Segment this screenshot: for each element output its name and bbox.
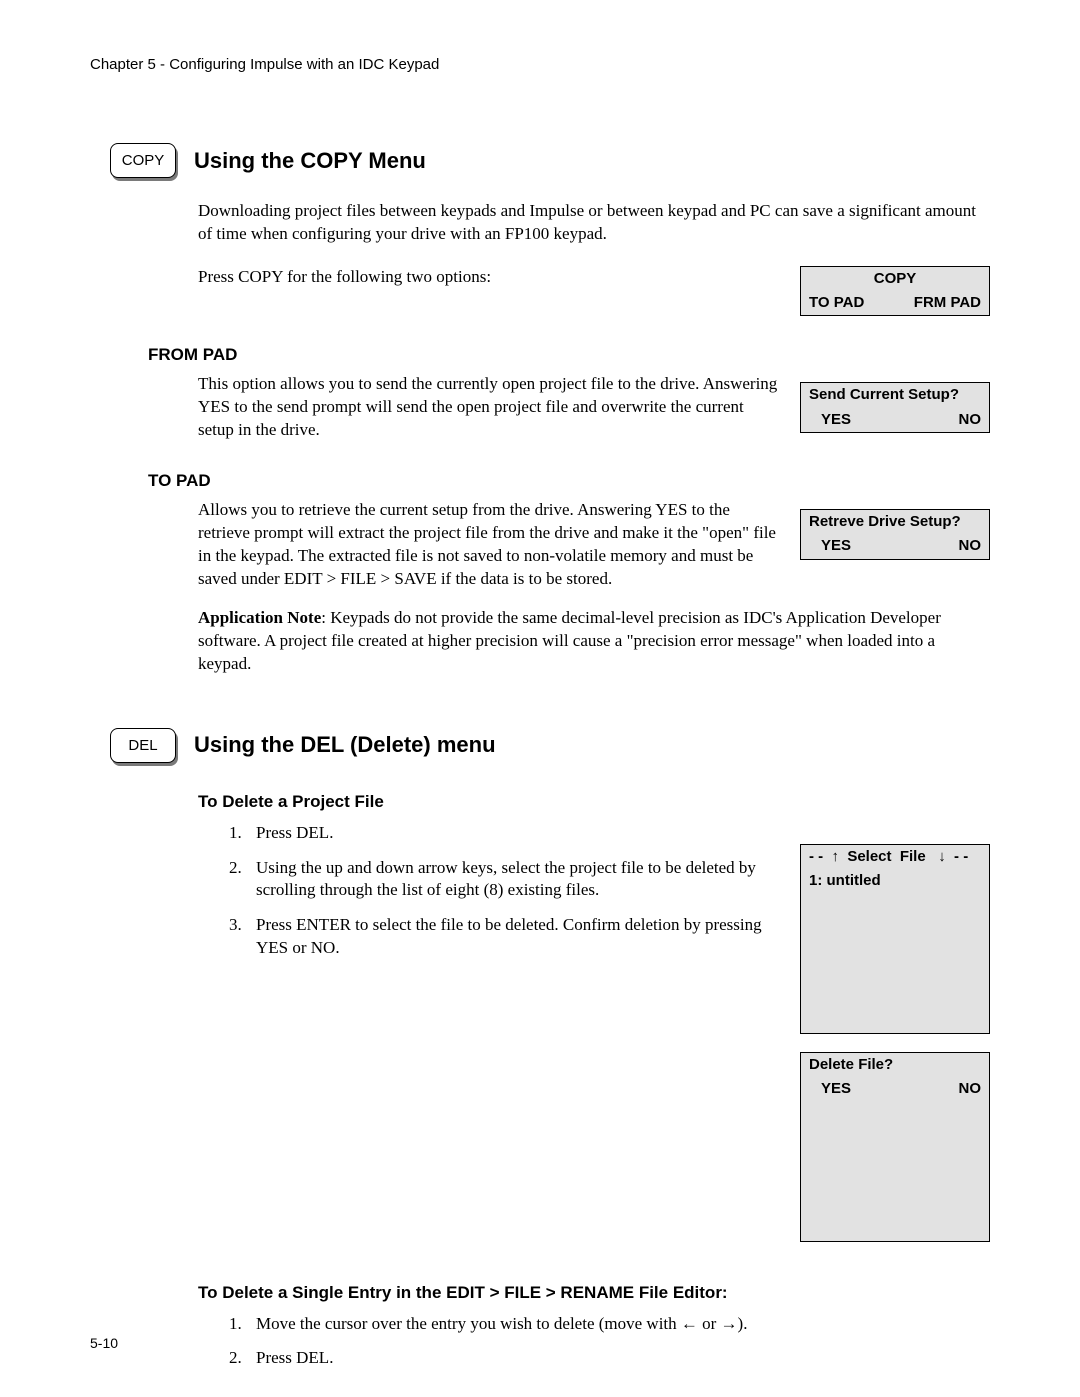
to-pad-para: Allows you to retrieve the current setup… — [198, 499, 782, 591]
lcd-retrieve-line1: Retreve Drive Setup? — [809, 512, 961, 532]
rename-step-1: Move the cursor over the entry you wish … — [246, 1313, 990, 1336]
lcd-select-line1: - - ↑ Select File ↓ - - — [809, 847, 968, 867]
lcd-select-file: - - ↑ Select File ↓ - - 1: untitled — [800, 844, 990, 1034]
copy-intro: Downloading project files between keypad… — [198, 200, 990, 246]
lcd-retrieve: Retreve Drive Setup? YES NO — [800, 509, 990, 560]
lcd-retrieve-yes: YES — [809, 536, 851, 556]
lcd-copy-frm-pad: FRM PAD — [914, 293, 981, 313]
copy-press-row: Press COPY for the following two options… — [198, 266, 990, 317]
running-header: Chapter 5 - Configuring Impulse with an … — [90, 56, 990, 73]
del-steps-row: Press DEL. Using the up and down arrow k… — [198, 822, 990, 1242]
del-project-heading: To Delete a Project File — [198, 791, 990, 814]
from-pad-para: This option allows you to send the curre… — [198, 373, 782, 442]
del-step-1: Press DEL. — [246, 822, 782, 845]
del-step-3: Press ENTER to select the file to be del… — [246, 914, 782, 960]
rename-step-2: Press DEL. — [246, 1347, 990, 1370]
from-pad-row: This option allows you to send the curre… — [198, 373, 990, 442]
lcd-copy-to-pad: TO PAD — [809, 293, 864, 313]
lcd-copy-line1: COPY — [874, 269, 917, 289]
app-note-label: Application Note — [198, 608, 321, 627]
copy-body: Downloading project files between keypad… — [198, 200, 990, 676]
lcd-copy-menu: COPY TO PAD FRM PAD — [800, 266, 990, 317]
lcd-send-no: NO — [959, 410, 982, 430]
del-title: Using the DEL (Delete) menu — [194, 732, 496, 758]
to-pad-heading: TO PAD — [90, 470, 990, 493]
del-steps-list: Press DEL. Using the up and down arrow k… — [198, 822, 782, 973]
del-section: DEL Using the DEL (Delete) menu To Delet… — [90, 728, 990, 1371]
to-pad-row: Allows you to retrieve the current setup… — [198, 499, 990, 591]
del-section-header: DEL Using the DEL (Delete) menu — [110, 728, 990, 763]
del-lcd-stack: - - ↑ Select File ↓ - - 1: untitled Dele… — [800, 844, 990, 1242]
lcd-send-yes: YES — [809, 410, 851, 430]
lcd-send-current: Send Current Setup? YES NO — [800, 382, 990, 433]
page-number: 5-10 — [90, 1335, 118, 1351]
lcd-send-line1: Send Current Setup? — [809, 385, 959, 405]
lcd-retrieve-no: NO — [959, 536, 982, 556]
lcd-select-line2: 1: untitled — [809, 871, 881, 891]
lcd-delete-no: NO — [959, 1079, 982, 1099]
rename-steps-list: Move the cursor over the entry you wish … — [198, 1313, 990, 1371]
lcd-delete-yes: YES — [809, 1079, 851, 1099]
copy-title: Using the COPY Menu — [194, 148, 426, 174]
application-note: Application Note: Keypads do not provide… — [198, 607, 990, 676]
del-body: To Delete a Project File Press DEL. Usin… — [198, 791, 990, 1371]
copy-section-header: COPY Using the COPY Menu — [110, 143, 990, 178]
lcd-delete-line1: Delete File? — [809, 1055, 893, 1075]
del-step-2: Using the up and down arrow keys, select… — [246, 857, 782, 903]
from-pad-heading: FROM PAD — [90, 344, 990, 367]
del-key-button: DEL — [110, 728, 176, 763]
rename-heading: To Delete a Single Entry in the EDIT > F… — [198, 1282, 990, 1305]
copy-press-text: Press COPY for the following two options… — [198, 266, 782, 289]
copy-section: COPY Using the COPY Menu Downloading pro… — [90, 143, 990, 676]
copy-key-button: COPY — [110, 143, 176, 178]
page: Chapter 5 - Configuring Impulse with an … — [0, 0, 1080, 1397]
lcd-delete-file: Delete File? YES NO — [800, 1052, 990, 1242]
